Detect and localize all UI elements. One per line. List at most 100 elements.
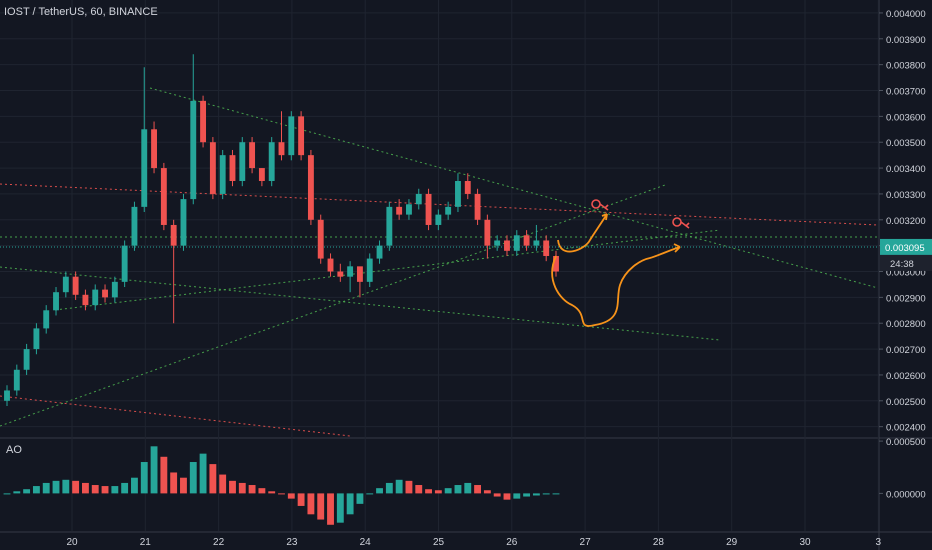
ao-bar xyxy=(483,490,491,494)
ao-bar xyxy=(474,485,482,494)
ao-bar xyxy=(180,477,187,494)
ao-tick-label: 0.000000 xyxy=(886,489,926,500)
ao-bar xyxy=(366,493,374,495)
ao-bar xyxy=(503,493,511,500)
price-tick-label: 0.002400 xyxy=(886,423,926,434)
ao-bar xyxy=(454,485,462,494)
candle-body xyxy=(396,206,403,215)
ao-histogram xyxy=(3,446,560,525)
candle-body xyxy=(356,266,363,282)
ao-bar xyxy=(287,493,295,499)
candle-body xyxy=(23,349,30,370)
candle-body xyxy=(92,289,99,306)
ao-bar xyxy=(111,486,119,494)
time-tick-label: 23 xyxy=(286,537,298,548)
forecast-path-down xyxy=(551,246,681,327)
candle-body xyxy=(366,258,373,282)
arrow-head-2 xyxy=(673,243,681,253)
key-mark-2 xyxy=(685,222,690,227)
candle-body xyxy=(543,240,550,256)
candle-body xyxy=(209,142,216,194)
ao-bar xyxy=(532,493,540,496)
candle-body xyxy=(102,289,108,298)
ao-bar xyxy=(434,490,442,494)
candle-body xyxy=(239,142,246,182)
candle-body xyxy=(415,193,422,205)
price-tick-label: 0.002600 xyxy=(886,371,926,382)
price-tick-label: 0.003900 xyxy=(886,35,926,46)
price-tick-label: 0.003400 xyxy=(886,164,926,175)
candle-body xyxy=(533,240,540,246)
ao-bar xyxy=(464,482,472,494)
candle-body xyxy=(307,155,314,220)
forecast-path-up xyxy=(557,213,608,253)
ao-bar xyxy=(493,493,501,497)
time-tick-label: 21 xyxy=(140,537,152,548)
candle-body xyxy=(82,294,89,306)
green-descending-line xyxy=(149,87,879,289)
time-axis[interactable]: 20 21 22 23 24 25 26 27 28 29 30 3 xyxy=(66,537,881,548)
price-tick-label: 0.003200 xyxy=(886,216,926,227)
candle-body xyxy=(72,276,79,295)
key-mark-2 xyxy=(680,221,690,229)
candle-body xyxy=(455,181,461,207)
candle-body xyxy=(141,129,148,207)
ao-bar xyxy=(542,493,550,495)
countdown-badge-text: 24:38 xyxy=(890,259,914,270)
candles-group xyxy=(4,54,559,406)
price-tick-label: 0.002900 xyxy=(886,293,926,304)
candle-body xyxy=(337,271,344,277)
price-axis[interactable]: 0.004000 0.003900 0.003800 0.003700 0.003600… xyxy=(879,9,926,500)
candle-body xyxy=(386,206,393,246)
candle-body xyxy=(249,142,256,169)
candle-body xyxy=(180,199,187,246)
candle-body xyxy=(484,219,491,246)
ao-bar xyxy=(3,493,11,495)
ao-bar xyxy=(376,488,383,494)
candle-body xyxy=(190,100,197,200)
ao-bar xyxy=(62,479,70,494)
last-price-badge: 0.003095 24:38 xyxy=(880,238,932,271)
candle-body xyxy=(288,116,295,156)
candle-body xyxy=(229,155,236,182)
candle-body xyxy=(474,193,481,220)
candle-body xyxy=(200,100,207,143)
ao-bar xyxy=(121,482,129,494)
red-lower-line xyxy=(0,395,351,437)
time-tick-label: 26 xyxy=(506,537,518,548)
ao-bar xyxy=(170,472,178,494)
candle-body xyxy=(298,116,305,156)
candle-body xyxy=(376,245,383,259)
candle-body xyxy=(464,181,471,194)
price-tick-label: 0.002800 xyxy=(886,319,926,330)
ao-bar xyxy=(405,480,413,494)
candle-body xyxy=(425,193,432,225)
green-lower-channel xyxy=(0,266,721,341)
ao-bar xyxy=(258,488,266,494)
candle-body xyxy=(258,168,265,182)
price-tick-label: 0.004000 xyxy=(886,9,926,20)
ao-bar xyxy=(268,491,276,494)
ao-bar xyxy=(278,493,285,495)
candle-body xyxy=(406,204,412,215)
key-mark-2 xyxy=(672,217,682,227)
ao-bar xyxy=(317,493,325,520)
price-tick-label: 0.003000 xyxy=(886,268,926,279)
price-badge-text: 0.003095 xyxy=(885,243,925,254)
candle-body xyxy=(13,369,20,391)
ao-bar xyxy=(346,493,354,515)
ao-indicator-label[interactable]: AO xyxy=(6,444,22,456)
price-tick-label: 0.002700 xyxy=(886,345,926,356)
ao-bar xyxy=(336,493,344,523)
symbol-header[interactable]: IOST / TetherUS, 60, BINANCE xyxy=(4,6,158,18)
green-rising-line xyxy=(0,184,666,427)
arrow-head-1 xyxy=(601,213,608,221)
ao-bar xyxy=(425,489,432,494)
time-tick-label: 24 xyxy=(360,537,372,548)
ao-bar xyxy=(248,485,256,494)
annotations xyxy=(551,199,690,327)
time-tick-label: 28 xyxy=(653,537,665,548)
ao-bar xyxy=(32,486,40,494)
ao-bar xyxy=(101,486,109,494)
